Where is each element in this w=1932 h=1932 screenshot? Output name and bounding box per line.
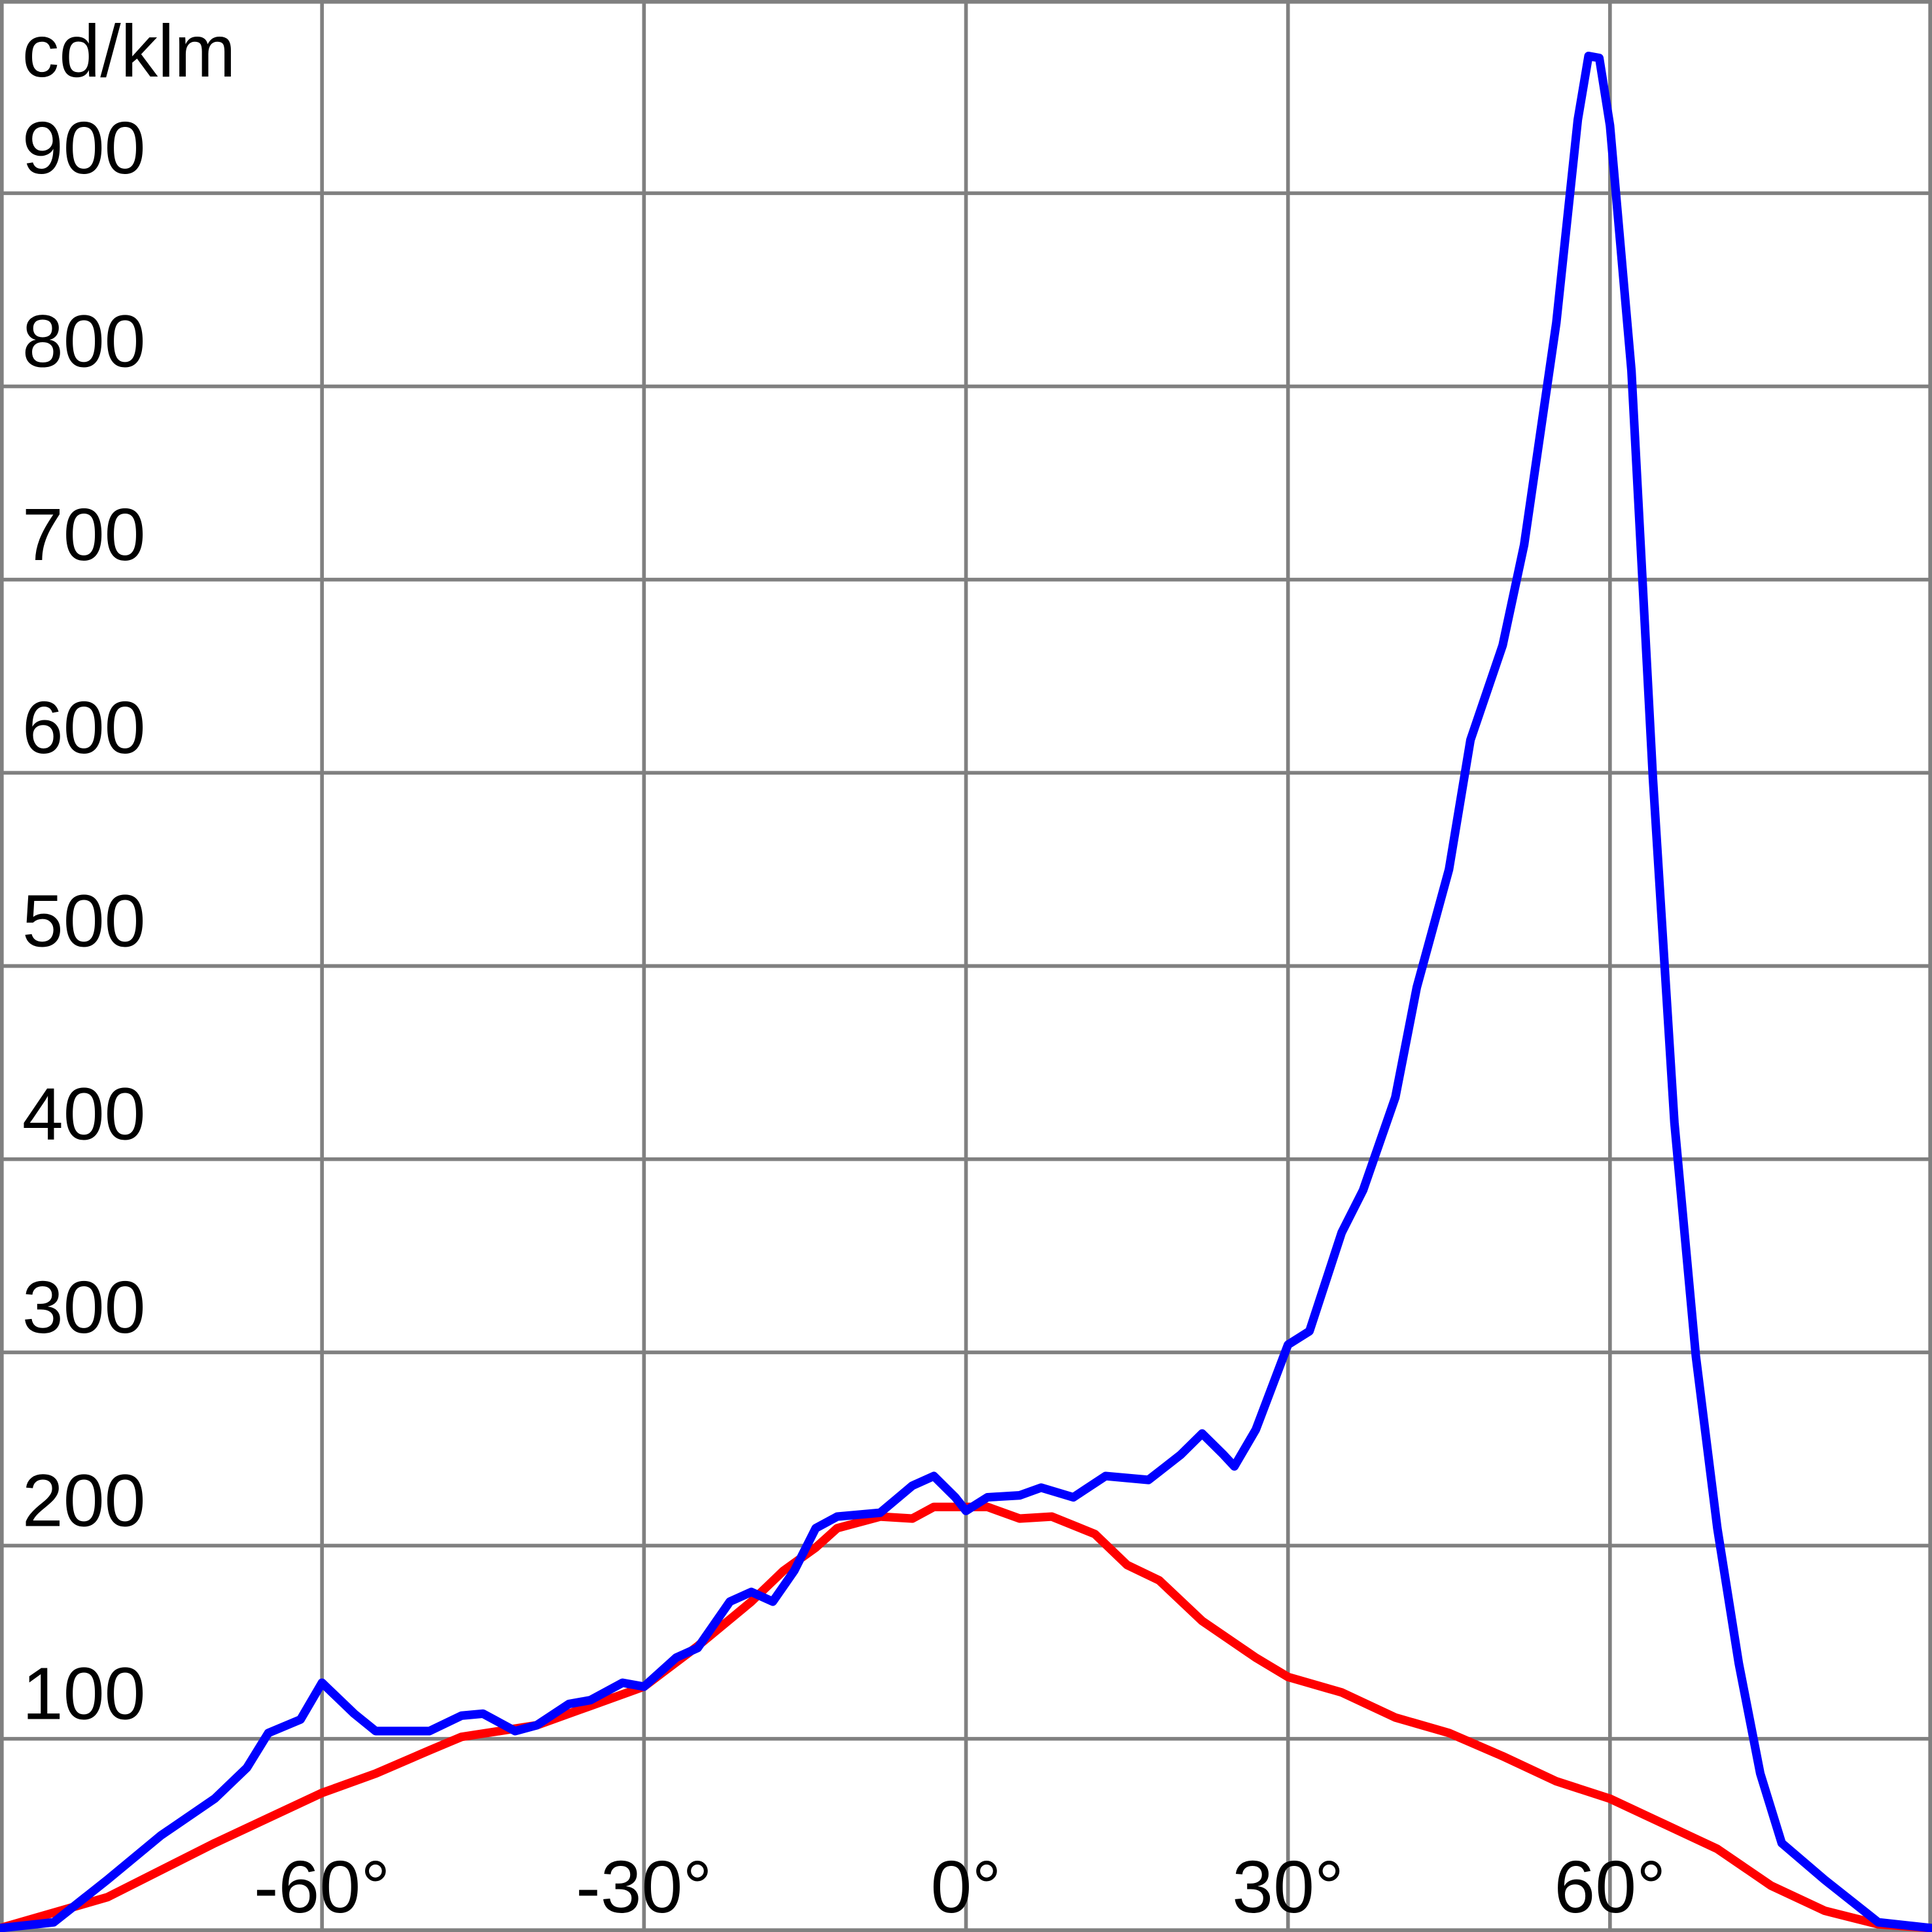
y-tick-label: 600: [22, 686, 146, 769]
y-tick-label: 800: [22, 300, 146, 382]
y-tick-label: 500: [22, 879, 146, 962]
series-line: [0, 1502, 1932, 1932]
x-tick-label: 30°: [1232, 1846, 1344, 1928]
x-tick-label: 60°: [1554, 1846, 1666, 1928]
x-tick-label: -60°: [254, 1846, 390, 1928]
y-tick-label: 900: [22, 107, 146, 189]
x-tick-label: 0°: [930, 1846, 1001, 1928]
y-tick-label: 200: [22, 1459, 146, 1541]
series-line: [0, 52, 1932, 1932]
y-axis-label: cd/klm: [22, 10, 236, 92]
y-tick-label: 100: [22, 1653, 146, 1735]
labels: cd/klm 100 200 300 400 500 600 700 800 900 -60° -3…: [22, 10, 1666, 1928]
lines: [0, 52, 1932, 1932]
y-tick-label: 300: [22, 1266, 146, 1348]
y-tick-label: 400: [22, 1073, 146, 1155]
y-tick-label: 700: [22, 493, 146, 576]
x-tick-label: -30°: [576, 1846, 712, 1928]
